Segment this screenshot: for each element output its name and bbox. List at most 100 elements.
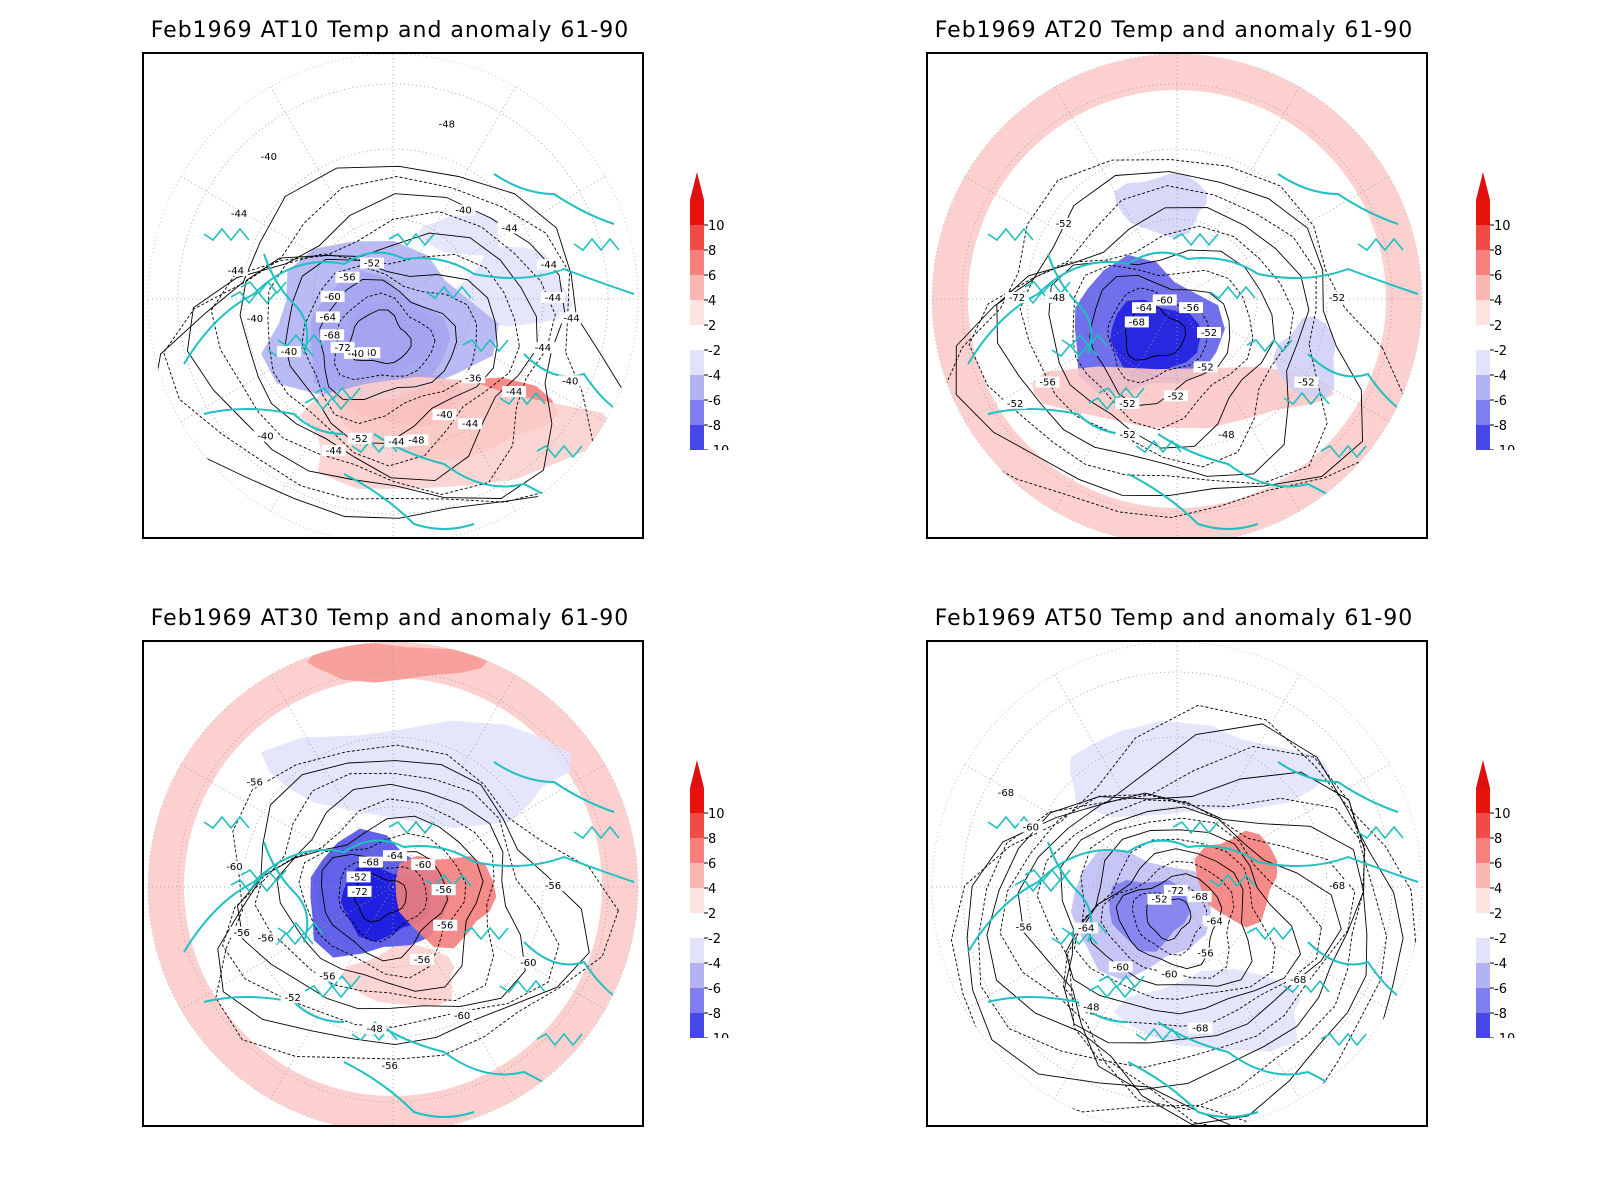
coastline bbox=[493, 761, 615, 813]
anomaly-fill bbox=[261, 241, 499, 399]
coastline-detail bbox=[388, 232, 435, 247]
coastline bbox=[183, 251, 475, 365]
colorbar-segment bbox=[690, 225, 704, 250]
contour-label-text: -36 bbox=[465, 373, 481, 384]
contour-label: -72 bbox=[1005, 292, 1029, 304]
contour-label: -60 bbox=[222, 861, 247, 873]
contour-label: -56 bbox=[410, 953, 435, 966]
map-boundary bbox=[147, 642, 639, 1125]
coastline-detail bbox=[314, 386, 361, 401]
colorbar-tick-label: -8 bbox=[1494, 419, 1507, 434]
contour-label: -52 bbox=[347, 432, 372, 445]
colorbar-segment bbox=[1476, 425, 1490, 450]
colorbar-arrow-top bbox=[1476, 172, 1490, 200]
coastline bbox=[1277, 173, 1399, 225]
coastline bbox=[523, 941, 625, 1003]
contour-label: -64 bbox=[1074, 922, 1099, 934]
colorbar-segment bbox=[1476, 250, 1490, 275]
contour-label-text: -48 bbox=[366, 1024, 382, 1035]
anomaly-fill bbox=[300, 376, 618, 489]
colorbar-segment bbox=[690, 300, 704, 325]
coastline-detail bbox=[304, 984, 351, 999]
contour-label: -56 bbox=[242, 776, 267, 788]
contour-label-bg bbox=[1035, 376, 1060, 388]
contour-label: -52 bbox=[280, 992, 305, 1004]
temperature-contour bbox=[215, 744, 619, 1060]
contour-label-bg bbox=[516, 956, 541, 968]
colorbar-tick-label: 8 bbox=[1494, 832, 1502, 847]
coastline-detail bbox=[1320, 444, 1367, 459]
anomaly-fill bbox=[260, 720, 572, 828]
contour-label: -40 bbox=[356, 347, 381, 359]
contour-label-text: -64 bbox=[387, 851, 403, 862]
contour-label: -56 bbox=[1035, 376, 1060, 389]
contour-label-text: -40 bbox=[360, 348, 376, 359]
colorbar-segment bbox=[1476, 400, 1490, 425]
temperature-contour bbox=[298, 832, 467, 979]
colorbar-tick-label: 8 bbox=[1494, 244, 1502, 259]
temperature-contour bbox=[1100, 860, 1235, 979]
contour-label-bg bbox=[1115, 398, 1140, 410]
temperature-contour bbox=[1146, 898, 1192, 942]
contour-label: -52 bbox=[346, 871, 371, 883]
polar-map-at20: -52 -52 -48 -52 -56 -72 -68 -64 -60 -56 -52 -52 -52 -… bbox=[931, 54, 1423, 537]
coastline-detail bbox=[1172, 820, 1219, 835]
contour-label-bg bbox=[223, 265, 248, 277]
contour-label-text: -56 bbox=[1039, 378, 1055, 389]
contour-label-bg bbox=[1079, 1001, 1104, 1013]
contour-label-text: -64 bbox=[320, 313, 336, 324]
coastline bbox=[263, 253, 309, 355]
contour-label: -68 bbox=[993, 786, 1018, 799]
coastline-detail bbox=[573, 237, 620, 252]
temperature-contour bbox=[338, 861, 428, 943]
contour-label: -52 bbox=[1115, 398, 1140, 410]
contour-label-bg bbox=[451, 204, 476, 216]
coastline-detail bbox=[240, 280, 287, 295]
contour-label-bg bbox=[253, 430, 278, 442]
contour-label-bg bbox=[461, 372, 486, 384]
contour-label: -52 bbox=[1115, 428, 1140, 441]
contour-label: -68 bbox=[1286, 974, 1311, 986]
colorbar: 10 8 6 4 2 -2 -4 -6 -8 -10 bbox=[1476, 172, 1515, 450]
contour-label: -56 bbox=[229, 926, 254, 939]
contour-label-bg bbox=[229, 926, 254, 938]
colorbar-tick-label: -6 bbox=[708, 394, 721, 409]
colorbar-segment bbox=[1476, 863, 1490, 888]
colorbar-tick-label: -8 bbox=[708, 1007, 721, 1022]
colorbar-tick-label: -2 bbox=[1494, 932, 1507, 947]
contour-label: -60 bbox=[411, 859, 436, 871]
contour-label-text: -52 bbox=[352, 434, 368, 445]
colorbar-tick-label: 6 bbox=[708, 857, 716, 872]
contour-label: -56 bbox=[1011, 921, 1036, 934]
contour-label-text: -56 bbox=[414, 955, 430, 966]
contour-label-bg bbox=[320, 329, 345, 341]
contour-label-text: -52 bbox=[284, 993, 300, 1004]
temperature-contour bbox=[353, 873, 407, 923]
temperature-contour bbox=[276, 815, 484, 992]
contour-label-bg bbox=[253, 932, 278, 944]
colorbar-segment bbox=[1476, 375, 1490, 400]
contour-label-text: -40 bbox=[247, 314, 263, 325]
meridian bbox=[1054, 674, 1178, 888]
temperature-contour bbox=[237, 783, 526, 1010]
contour-label: -56 bbox=[253, 932, 278, 945]
contour-label: -60 bbox=[320, 291, 345, 303]
contour-label-text: -56 bbox=[339, 273, 355, 284]
contour-label: -40 bbox=[242, 313, 267, 325]
colorbar-segment bbox=[690, 838, 704, 863]
panel-title: Feb1969 AT30 Temp and anomaly 61-90 bbox=[150, 606, 630, 631]
contour-label-bg bbox=[321, 444, 346, 456]
colorbar-segment bbox=[1476, 938, 1490, 963]
contour-label: -64 bbox=[382, 850, 407, 862]
contour-label-text: -56 bbox=[247, 777, 263, 788]
contour-label-text: -60 bbox=[1023, 822, 1039, 833]
colorbar-segment bbox=[690, 813, 704, 838]
colorbar-segment bbox=[690, 350, 704, 375]
temperature-contour bbox=[150, 165, 632, 519]
map-frame: -52 -52 -48 -52 -56 -72 -68 -64 -60 -56 -52 -52 -52 -… bbox=[926, 52, 1428, 539]
contour-label: -64 bbox=[1202, 915, 1227, 927]
contour-label-text: -44 bbox=[326, 446, 342, 457]
contour-label-text: -48 bbox=[1083, 1003, 1099, 1014]
contour-label: -56 bbox=[377, 1059, 402, 1072]
contour-label: -60 bbox=[1108, 961, 1133, 973]
